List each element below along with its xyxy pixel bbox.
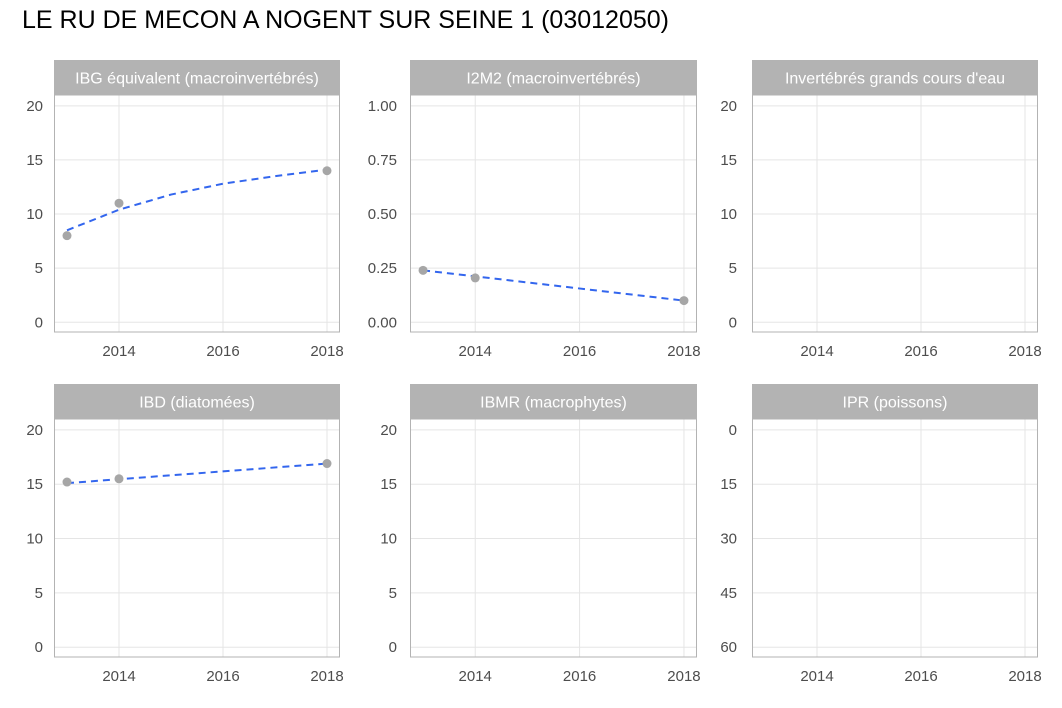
panel-border	[54, 418, 340, 658]
x-tick-label: 2018	[310, 343, 343, 360]
y-tick-label: 15	[26, 152, 43, 169]
y-tick-label: 20	[26, 98, 43, 115]
panel-border	[54, 94, 340, 333]
y-tick-label: 10	[720, 206, 737, 223]
y-tick-label: 5	[35, 260, 43, 277]
x-tick-label: 2018	[1008, 668, 1041, 685]
x-tick-label: 2014	[800, 343, 833, 360]
panel-border	[410, 418, 697, 658]
panel-3: Invertébrés grands cours d'eau 0 5 10 15 20 20…	[720, 60, 1042, 360]
y-tick-label: 15	[720, 476, 737, 493]
panel-border	[752, 418, 1038, 658]
x-tick-label: 2016	[206, 668, 239, 685]
y-tick-label: 5	[35, 585, 43, 602]
y-tick-label: 0	[729, 422, 737, 439]
data-point	[418, 265, 428, 275]
x-tick-label: 2014	[459, 668, 492, 685]
y-tick-label: 0.00	[368, 314, 397, 331]
data-point	[322, 459, 332, 469]
panel-title: IPR (poissons)	[843, 395, 948, 412]
y-tick-label: 15	[26, 476, 43, 493]
panel-5: IBMR (macrophytes) 0 5 10 15 20 2014 2016 2018	[380, 384, 701, 685]
y-tick-label: 10	[26, 531, 43, 548]
y-tick-label: 1.00	[368, 98, 397, 115]
data-point	[679, 296, 689, 306]
y-tick-label: 15	[720, 152, 737, 169]
x-tick-label: 2018	[1008, 343, 1041, 360]
x-tick-label: 2016	[904, 343, 937, 360]
x-tick-label: 2018	[667, 668, 700, 685]
y-tick-label: 20	[720, 98, 737, 115]
panel-strip	[54, 60, 340, 95]
data-point	[114, 474, 124, 484]
panel-strip	[752, 60, 1038, 95]
trend-line	[66, 168, 328, 232]
y-tick-label: 0	[389, 639, 397, 656]
y-tick-label: 30	[720, 531, 737, 548]
trend-line	[66, 462, 328, 485]
x-tick-label: 2016	[563, 668, 596, 685]
data-point	[322, 166, 332, 176]
x-tick-label: 2014	[459, 343, 492, 360]
x-tick-label: 2016	[563, 343, 596, 360]
x-tick-label: 2014	[102, 668, 135, 685]
data-point	[62, 231, 72, 241]
panel-title: I2M2 (macroinvertébrés)	[466, 71, 640, 88]
panel-title: Invertébrés grands cours d'eau	[785, 71, 1005, 88]
x-tick-label: 2018	[310, 668, 343, 685]
panel-strip	[54, 384, 340, 419]
panel-strip	[410, 384, 697, 419]
panel-title: IBD (diatomées)	[139, 395, 255, 412]
panel-strip	[752, 384, 1038, 419]
y-tick-label: 0	[35, 314, 43, 331]
x-tick-label: 2016	[904, 668, 937, 685]
panel-1: IBG équivalent (macroinvertébrés) 0 5 10 15 2…	[26, 60, 344, 360]
panel-4: IBD (diatomées) 0 5 10 15 20 2014 2016 2018	[26, 384, 344, 685]
y-tick-label: 0	[35, 639, 43, 656]
panel-border	[752, 94, 1038, 333]
y-tick-label: 20	[380, 422, 397, 439]
y-tick-label: 10	[380, 531, 397, 548]
y-tick-label: 5	[729, 260, 737, 277]
panel-strip	[410, 60, 697, 95]
y-tick-label: 15	[380, 476, 397, 493]
y-tick-label: 60	[720, 639, 737, 656]
y-tick-label: 0.25	[368, 260, 397, 277]
panel-title: IBMR (macrophytes)	[480, 395, 627, 412]
y-tick-label: 20	[26, 422, 43, 439]
x-tick-label: 2014	[800, 668, 833, 685]
trend-line	[422, 269, 685, 302]
data-point	[470, 273, 480, 283]
y-tick-label: 0.50	[368, 206, 397, 223]
x-tick-label: 2016	[206, 343, 239, 360]
panel-6: IPR (poissons) 0 15 30 45 60 2014 2016 2018	[720, 384, 1042, 685]
y-tick-label: 45	[720, 585, 737, 602]
data-point	[114, 198, 124, 208]
panel-title: IBG équivalent (macroinvertébrés)	[75, 71, 319, 88]
x-tick-label: 2014	[102, 343, 135, 360]
x-tick-label: 2018	[667, 343, 700, 360]
page-title: LE RU DE MECON A NOGENT SUR SEINE 1 (030…	[22, 6, 669, 34]
y-tick-label: 5	[389, 585, 397, 602]
data-point	[62, 477, 72, 487]
panel-2: I2M2 (macroinvertébrés) 0.00 0.25 0.50 0.75 1…	[368, 60, 701, 360]
y-tick-label: 10	[26, 206, 43, 223]
panel-border	[410, 94, 697, 333]
y-tick-label: 0.75	[368, 152, 397, 169]
y-tick-label: 0	[729, 314, 737, 331]
